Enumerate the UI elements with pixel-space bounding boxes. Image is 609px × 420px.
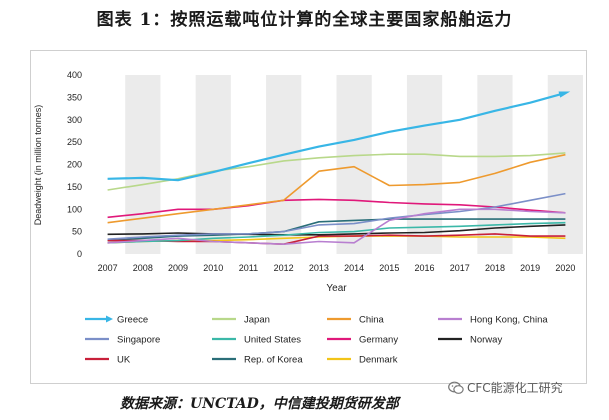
legend-item: Greece <box>85 315 148 326</box>
legend-item: Germany <box>327 335 398 346</box>
year-band <box>336 75 372 254</box>
legend-label: Germany <box>359 335 398 346</box>
series-line <box>107 218 566 242</box>
x-tick-label: 2007 <box>98 263 118 273</box>
x-tick-label: 2018 <box>485 263 505 273</box>
legend-label: Rep. of Korea <box>244 355 303 366</box>
series-line <box>107 221 566 244</box>
series-line <box>107 224 566 236</box>
x-tick-label: 2017 <box>450 263 470 273</box>
x-tick-label: 2013 <box>309 263 329 273</box>
y-tick-label: 50 <box>72 227 82 237</box>
legend-label: China <box>359 315 385 326</box>
x-tick-label: 2019 <box>520 263 540 273</box>
series-line <box>107 233 566 245</box>
y-tick-label: 0 <box>77 249 82 259</box>
legend-item: Singapore <box>85 335 160 346</box>
figure-title: 图表 1：按照运载吨位计算的全球主要国家船舶运力 <box>96 10 513 30</box>
x-tick-label: 2008 <box>133 263 153 273</box>
legend-item: Japan <box>212 315 270 326</box>
series-line <box>107 91 566 182</box>
y-tick-label: 300 <box>67 115 82 125</box>
series-line <box>107 208 566 245</box>
y-tick-label: 350 <box>67 92 82 102</box>
source-note: 数据来源：UNCTAD，中信建投期货研发部 <box>120 396 399 412</box>
watermark: CFC能源化工研究 <box>448 379 563 396</box>
y-tick-label: 100 <box>67 204 82 214</box>
legend-label: Japan <box>244 315 270 326</box>
year-band <box>195 75 231 254</box>
legend-label: Singapore <box>117 335 160 346</box>
wechat-icon <box>448 381 464 394</box>
year-band <box>547 75 583 254</box>
legend-label: Hong Kong, China <box>470 315 548 326</box>
series-line <box>107 192 566 240</box>
legend: Greece Japan China Hong Kong, China Singapor… <box>85 315 548 366</box>
x-axis-label: Year <box>326 283 347 294</box>
legend-item: Norway <box>438 335 502 346</box>
x-tick-label: 2015 <box>379 263 399 273</box>
x-tick-label: 2016 <box>415 263 435 273</box>
x-axis-ticks: 2007 2008 2009 2010 2011 2012 2013 2014 2015 2016… <box>98 263 576 273</box>
x-tick-label: 2012 <box>274 263 294 273</box>
series-line <box>107 152 566 191</box>
legend-item: UK <box>85 355 131 366</box>
year-band <box>266 75 302 254</box>
series-line <box>107 153 566 224</box>
legend-item: Rep. of Korea <box>212 355 303 366</box>
legend-item: China <box>327 315 385 326</box>
legend-label: Greece <box>117 315 148 326</box>
legend-arrowhead <box>106 315 113 323</box>
legend-item: Hong Kong, China <box>438 315 548 326</box>
series-line <box>107 198 566 219</box>
legend-label: United States <box>244 335 301 346</box>
legend-label: Norway <box>470 335 502 346</box>
y-tick-label: 150 <box>67 182 82 192</box>
legend-item: Denmark <box>327 355 398 366</box>
series-lines <box>107 91 571 245</box>
series-arrowhead <box>558 91 571 98</box>
legend-item: United States <box>212 335 301 346</box>
year-band <box>406 75 443 254</box>
x-tick-label: 2020 <box>555 263 575 273</box>
x-tick-label: 2010 <box>203 263 223 273</box>
legend-label: UK <box>117 355 131 366</box>
x-tick-label: 2011 <box>239 263 258 273</box>
y-tick-label: 400 <box>67 70 82 80</box>
y-tick-label: 200 <box>67 160 82 170</box>
x-tick-label: 2009 <box>168 263 188 273</box>
year-band <box>125 75 161 254</box>
x-tick-label: 2014 <box>344 263 364 273</box>
legend-label: Denmark <box>359 355 398 366</box>
y-tick-label: 250 <box>67 137 82 147</box>
watermark-text: CFC能源化工研究 <box>467 381 563 395</box>
y-axis-ticks: 0 50 100 150 200 250 300 350 400 <box>67 70 82 259</box>
